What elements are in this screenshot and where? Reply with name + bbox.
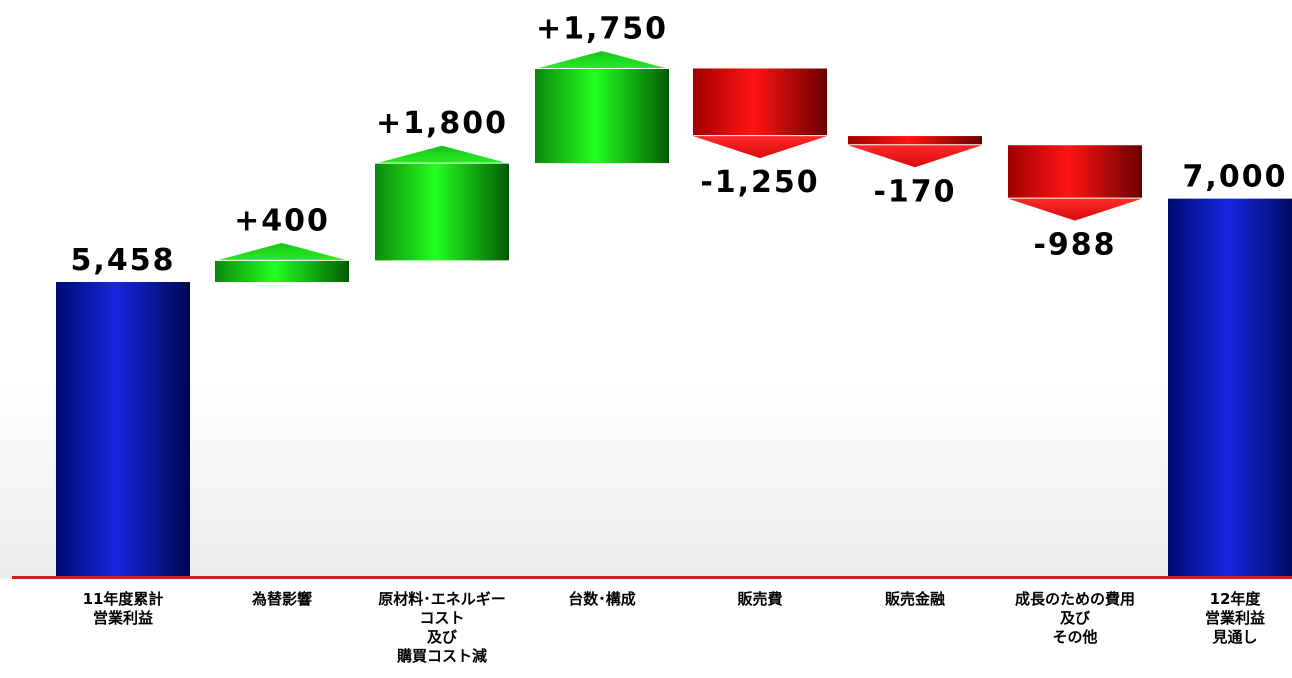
arrow-down-4 — [693, 136, 827, 159]
bar-decrease-4 — [693, 68, 827, 137]
category-label-selling-expenses: 販売費 — [737, 590, 783, 608]
bar-increase-3 — [535, 68, 669, 164]
chart-baseline — [12, 576, 1292, 579]
data-label-6: -988 — [1033, 228, 1116, 263]
arrow-down-5 — [848, 145, 982, 168]
bar-decrease-6 — [1008, 145, 1142, 199]
bar-decrease-5 — [848, 136, 982, 146]
category-label-volume-mix: 台数･構成 — [568, 590, 636, 608]
arrow-up-3 — [534, 49, 670, 70]
arrow-up-1 — [214, 241, 350, 261]
data-label-1: +400 — [234, 203, 330, 238]
data-label-5: -170 — [873, 174, 956, 209]
category-label-forex-impact: 為替影響 — [251, 590, 312, 608]
data-label-7: 7,000 — [1183, 160, 1288, 195]
data-label-0: 5,458 — [71, 243, 176, 278]
data-label-2: +1,800 — [376, 106, 508, 141]
category-label-fy11-operating-profit: 11年度累計 営業利益 — [82, 590, 164, 627]
category-label-sales-finance: 販売金融 — [884, 590, 945, 608]
category-axis: 11年度累計 営業利益 為替影響 原材料･エネルギー コスト 及び 購買コスト減… — [0, 590, 1292, 678]
bar-total-7 — [1168, 198, 1292, 577]
data-label-4: -1,250 — [700, 165, 819, 200]
arrow-up-2 — [374, 144, 510, 164]
bar-increase-2 — [375, 163, 509, 261]
data-label-3: +1,750 — [536, 12, 668, 47]
bar-total-0 — [56, 282, 190, 577]
category-label-growth-costs-other: 成長のための費用 及び その他 — [1014, 590, 1135, 646]
arrow-down-6 — [1008, 198, 1142, 221]
category-label-fy12-forecast: 12年度 営業利益 見通し — [1204, 590, 1265, 646]
category-label-raw-material-cost: 原材料･エネルギー コスト 及び 購買コスト減 — [378, 590, 506, 665]
bar-increase-1 — [215, 260, 349, 282]
chart-plot-area: 5,458 +400 +1,800 +1,750 -1,250 -170 -988 7,000 — [56, 12, 1292, 577]
